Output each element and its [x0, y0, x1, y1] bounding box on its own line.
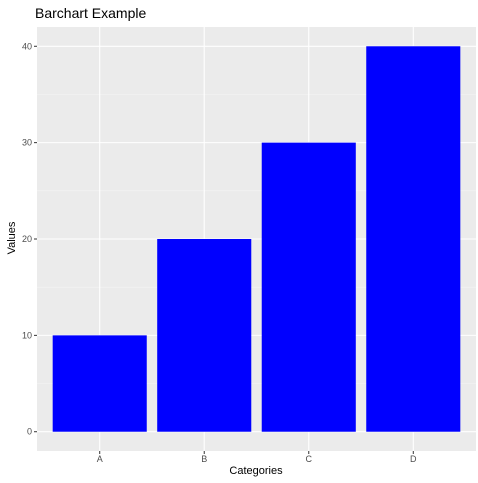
y-tick-label: 40 [22, 41, 32, 51]
y-axis-title: Values [6, 221, 18, 254]
y-tick-label: 20 [22, 234, 32, 244]
y-tick-label: 0 [27, 427, 32, 437]
x-tick-label: D [410, 454, 417, 464]
x-tick-label: A [97, 454, 103, 464]
bar-a [52, 335, 147, 432]
bar-b [157, 239, 252, 432]
chart-title: Barchart Example [35, 5, 146, 21]
bar-d [366, 46, 461, 432]
x-axis-title: Categories [229, 465, 283, 477]
x-tick-label: C [306, 454, 313, 464]
x-tick-label: B [201, 454, 207, 464]
plot-panel [34, 27, 476, 454]
bar-c [261, 142, 356, 432]
y-tick-label: 10 [22, 330, 32, 340]
y-tick-label: 30 [22, 138, 32, 148]
